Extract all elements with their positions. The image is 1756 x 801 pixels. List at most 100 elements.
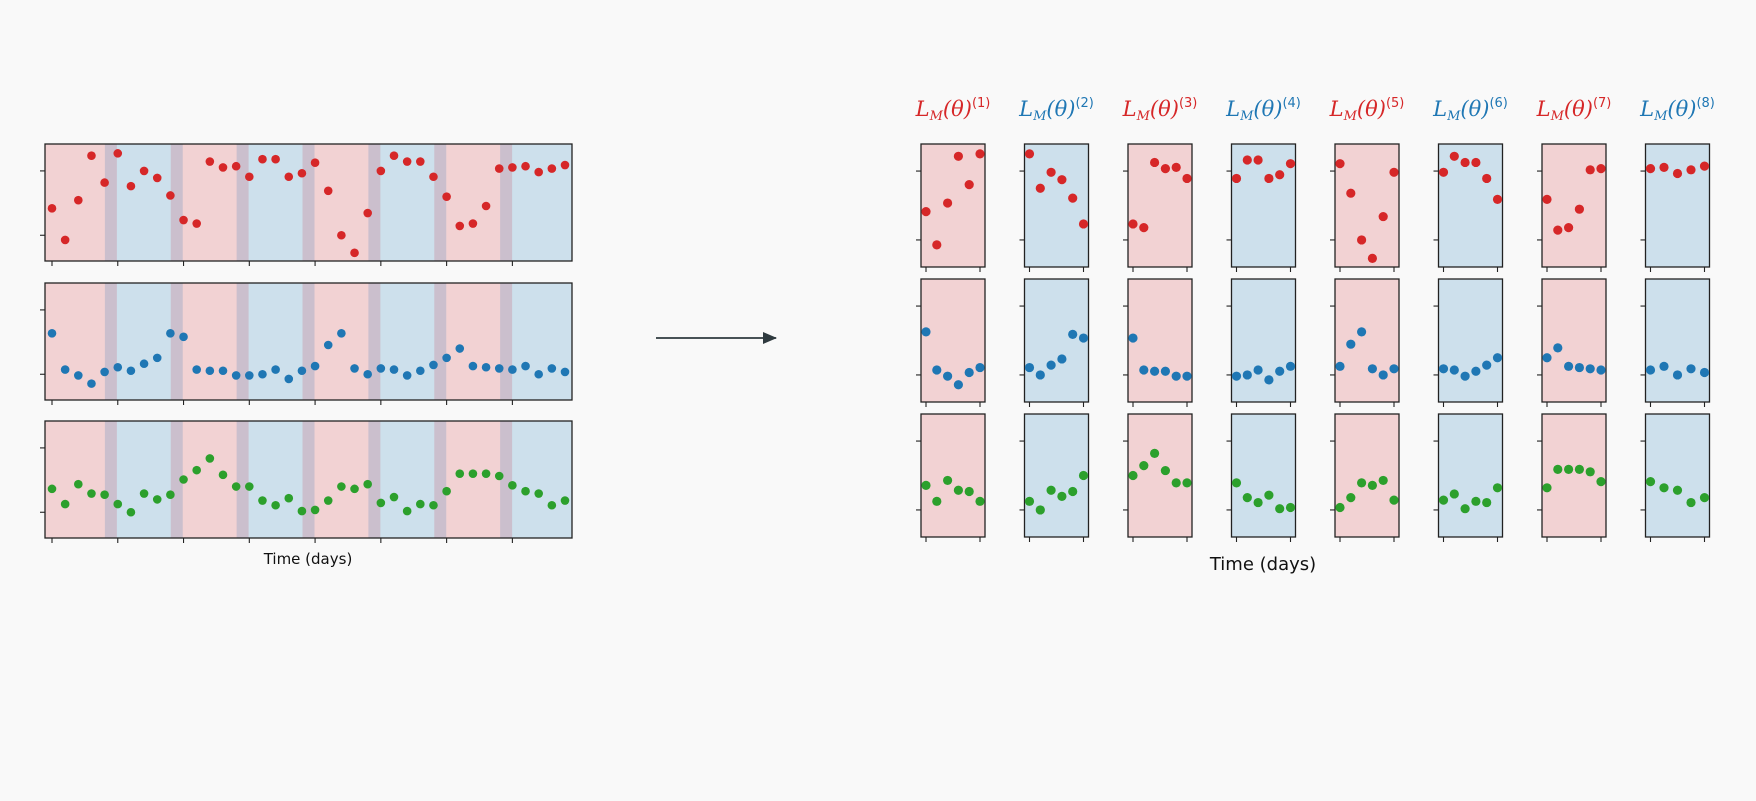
data-point [1659,162,1669,172]
data-point [205,366,215,376]
window-band [45,283,111,400]
data-point [416,157,425,166]
data-point [1160,164,1170,174]
data-point [310,158,320,168]
data-point [1182,371,1192,381]
data-point [74,195,83,205]
window-loss-label: LM(θ)(7) [1536,96,1612,124]
data-point [1150,448,1160,458]
data-point [1057,175,1067,185]
data-point [1335,159,1345,169]
window-overlap-band [500,283,513,400]
window-cell-background [1542,414,1606,537]
data-point [218,470,228,480]
data-point [1542,194,1552,204]
window-cell-background [1542,279,1606,402]
data-point [468,361,478,371]
data-point [547,364,557,373]
data-point [1357,235,1367,245]
window-cell-frame [920,278,986,403]
data-point [1645,365,1656,375]
window-band [242,283,309,400]
window-cell-background [1438,279,1503,402]
window-cell-background [921,414,985,537]
data-point [1160,366,1170,376]
window-band [506,144,572,261]
data-point [1672,370,1683,380]
data-point [1596,164,1606,174]
loss-symbol: L [1639,97,1654,121]
data-point [152,353,162,363]
data-point [1171,162,1181,172]
data-point [508,481,517,490]
window-band [506,421,572,538]
data-point [1367,364,1377,374]
data-point [1057,354,1067,364]
data-point [1068,486,1078,497]
data-point [1574,464,1584,474]
data-point [921,480,931,490]
window-overlap-band [104,421,117,538]
data-point [442,353,451,363]
data-point [1357,478,1367,488]
data-point [1024,149,1035,159]
window-cell-frame [1127,413,1193,538]
data-point [1024,496,1035,506]
data-point [297,168,307,178]
data-point [337,482,346,491]
window-loss-label: LM(θ)(5) [1329,96,1405,124]
data-point [152,173,162,183]
data-point [429,172,438,182]
window-overlap-band [500,421,513,538]
data-point [1264,490,1274,500]
window-cell-background [1335,414,1399,537]
data-point [179,475,188,484]
window-overlap-band [368,144,381,261]
window-5: LM(θ)(5) [1329,96,1405,542]
data-point [1471,496,1481,506]
data-point [1659,483,1669,493]
data-point [389,365,399,374]
data-point [932,240,942,250]
data-point [547,164,557,173]
data-point [1160,465,1170,476]
data-point [1046,360,1056,370]
data-point [166,490,175,500]
data-point [192,365,201,374]
data-point [1078,333,1089,343]
data-point [1596,365,1606,375]
window-band [110,421,177,538]
data-point [402,371,412,380]
data-point [87,151,96,160]
window-cell-frame [1644,278,1711,403]
data-point [1253,365,1263,375]
loss-subscript: M [1239,109,1254,124]
data-point [1242,155,1252,165]
window-loss-label: LM(θ)(6) [1432,96,1508,124]
data-point [1449,365,1459,375]
data-point [1231,478,1242,488]
data-point [376,166,386,176]
data-point [1275,170,1285,180]
window-band [440,144,507,261]
data-point [442,192,451,201]
series-row-3 [40,420,573,543]
windowed-series-panel: LM(θ)(1) LM(θ)(2) LM(θ)(3) LM(θ)(4) LM(θ)(5)… [915,96,1715,542]
data-point [1585,165,1595,175]
data-point [921,207,931,217]
data-point [100,178,109,187]
loss-symbol: L [1122,97,1137,121]
window-overlap-band [302,421,315,538]
loss-argument: (θ) [1460,97,1489,121]
data-point [1471,157,1481,168]
data-point [494,164,504,173]
loss-symbol: L [1536,97,1551,121]
data-point [1542,483,1552,493]
window-cell-frame [1541,278,1607,403]
data-point [1057,491,1067,502]
data-point [389,492,399,502]
window-cell-background [1645,144,1710,267]
data-point [1645,477,1656,487]
data-point [87,379,96,388]
window-cell-frame [1023,413,1090,538]
